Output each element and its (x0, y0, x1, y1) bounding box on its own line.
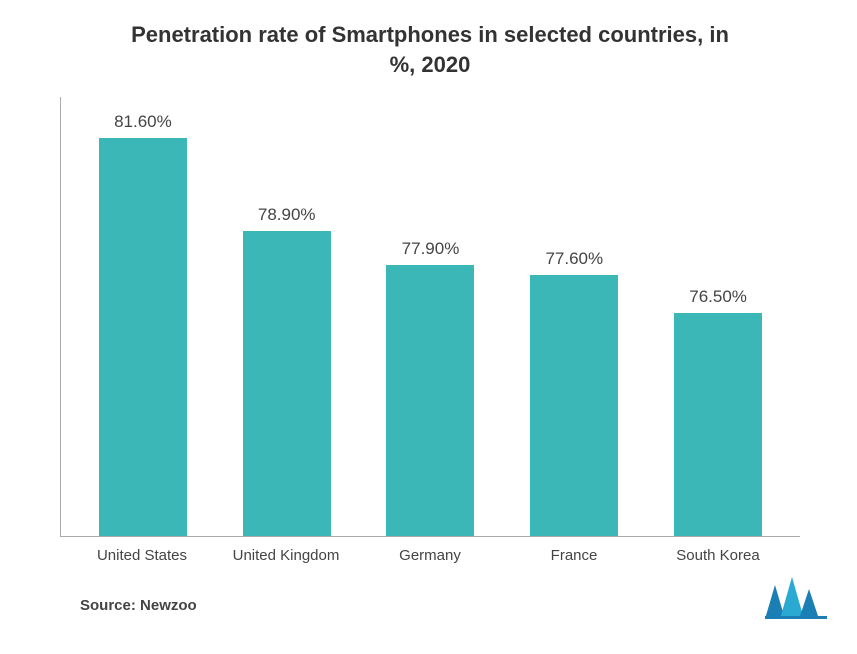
x-label: Germany (358, 547, 502, 564)
x-label: South Korea (646, 547, 790, 564)
bar (386, 265, 474, 536)
bar-value-label: 81.60% (114, 112, 172, 132)
bar-value-label: 77.90% (402, 239, 460, 259)
bar-col: 77.60% (502, 97, 646, 536)
x-label: United Kingdom (214, 547, 358, 564)
bar-value-label: 77.60% (545, 249, 603, 269)
plot-area: 81.60% 78.90% 77.90% 77.60% 76.50% (60, 97, 800, 537)
bar (674, 313, 762, 536)
bar (99, 138, 187, 536)
chart-container: Penetration rate of Smartphones in selec… (60, 20, 800, 564)
bar-col: 77.90% (359, 97, 503, 536)
x-axis-labels: United States United Kingdom Germany Fra… (60, 537, 800, 564)
mordor-logo-icon (765, 577, 827, 624)
bar-col: 78.90% (215, 97, 359, 536)
bar (243, 231, 331, 537)
chart-title: Penetration rate of Smartphones in selec… (60, 20, 800, 79)
bar-col: 76.50% (646, 97, 790, 536)
bar-value-label: 76.50% (689, 287, 747, 307)
x-label: United States (70, 547, 214, 564)
bar-value-label: 78.90% (258, 205, 316, 225)
source-caption: Source: Newzoo (80, 597, 197, 614)
x-label: France (502, 547, 646, 564)
bar-col: 81.60% (71, 97, 215, 536)
bar (530, 275, 618, 536)
